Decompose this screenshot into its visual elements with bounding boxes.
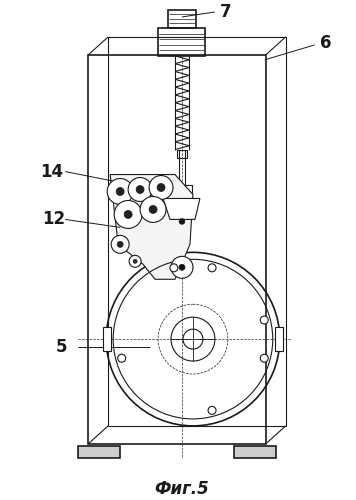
Text: Фиг.5: Фиг.5 xyxy=(155,480,209,498)
Circle shape xyxy=(118,354,126,362)
Polygon shape xyxy=(110,174,193,280)
Bar xyxy=(158,28,205,56)
Circle shape xyxy=(124,210,132,218)
Circle shape xyxy=(179,218,185,224)
Circle shape xyxy=(117,242,123,248)
Text: 6: 6 xyxy=(320,34,331,52)
Text: 14: 14 xyxy=(40,162,63,180)
Bar xyxy=(103,327,111,351)
Circle shape xyxy=(170,264,178,272)
Circle shape xyxy=(106,252,280,426)
Circle shape xyxy=(260,316,268,324)
Bar xyxy=(275,327,283,351)
Circle shape xyxy=(179,264,185,270)
Circle shape xyxy=(171,256,193,278)
Text: 5: 5 xyxy=(55,338,67,356)
Circle shape xyxy=(129,256,141,268)
Bar xyxy=(78,446,120,458)
Bar xyxy=(108,37,286,426)
Circle shape xyxy=(149,206,157,214)
Circle shape xyxy=(133,260,137,264)
Circle shape xyxy=(107,178,133,204)
Text: 7: 7 xyxy=(220,3,231,21)
Circle shape xyxy=(208,264,216,272)
Bar xyxy=(172,184,192,198)
Circle shape xyxy=(114,200,142,228)
Circle shape xyxy=(128,178,152,202)
Circle shape xyxy=(157,184,165,192)
Bar xyxy=(234,446,276,458)
Circle shape xyxy=(136,186,144,194)
Circle shape xyxy=(140,196,166,222)
Bar xyxy=(88,55,266,444)
Circle shape xyxy=(149,176,173,200)
Circle shape xyxy=(116,188,124,196)
Circle shape xyxy=(260,354,268,362)
Text: 12: 12 xyxy=(42,210,66,228)
Circle shape xyxy=(111,236,129,254)
Bar xyxy=(177,150,187,158)
Circle shape xyxy=(208,406,216,414)
Bar xyxy=(168,10,196,28)
Polygon shape xyxy=(163,198,200,220)
